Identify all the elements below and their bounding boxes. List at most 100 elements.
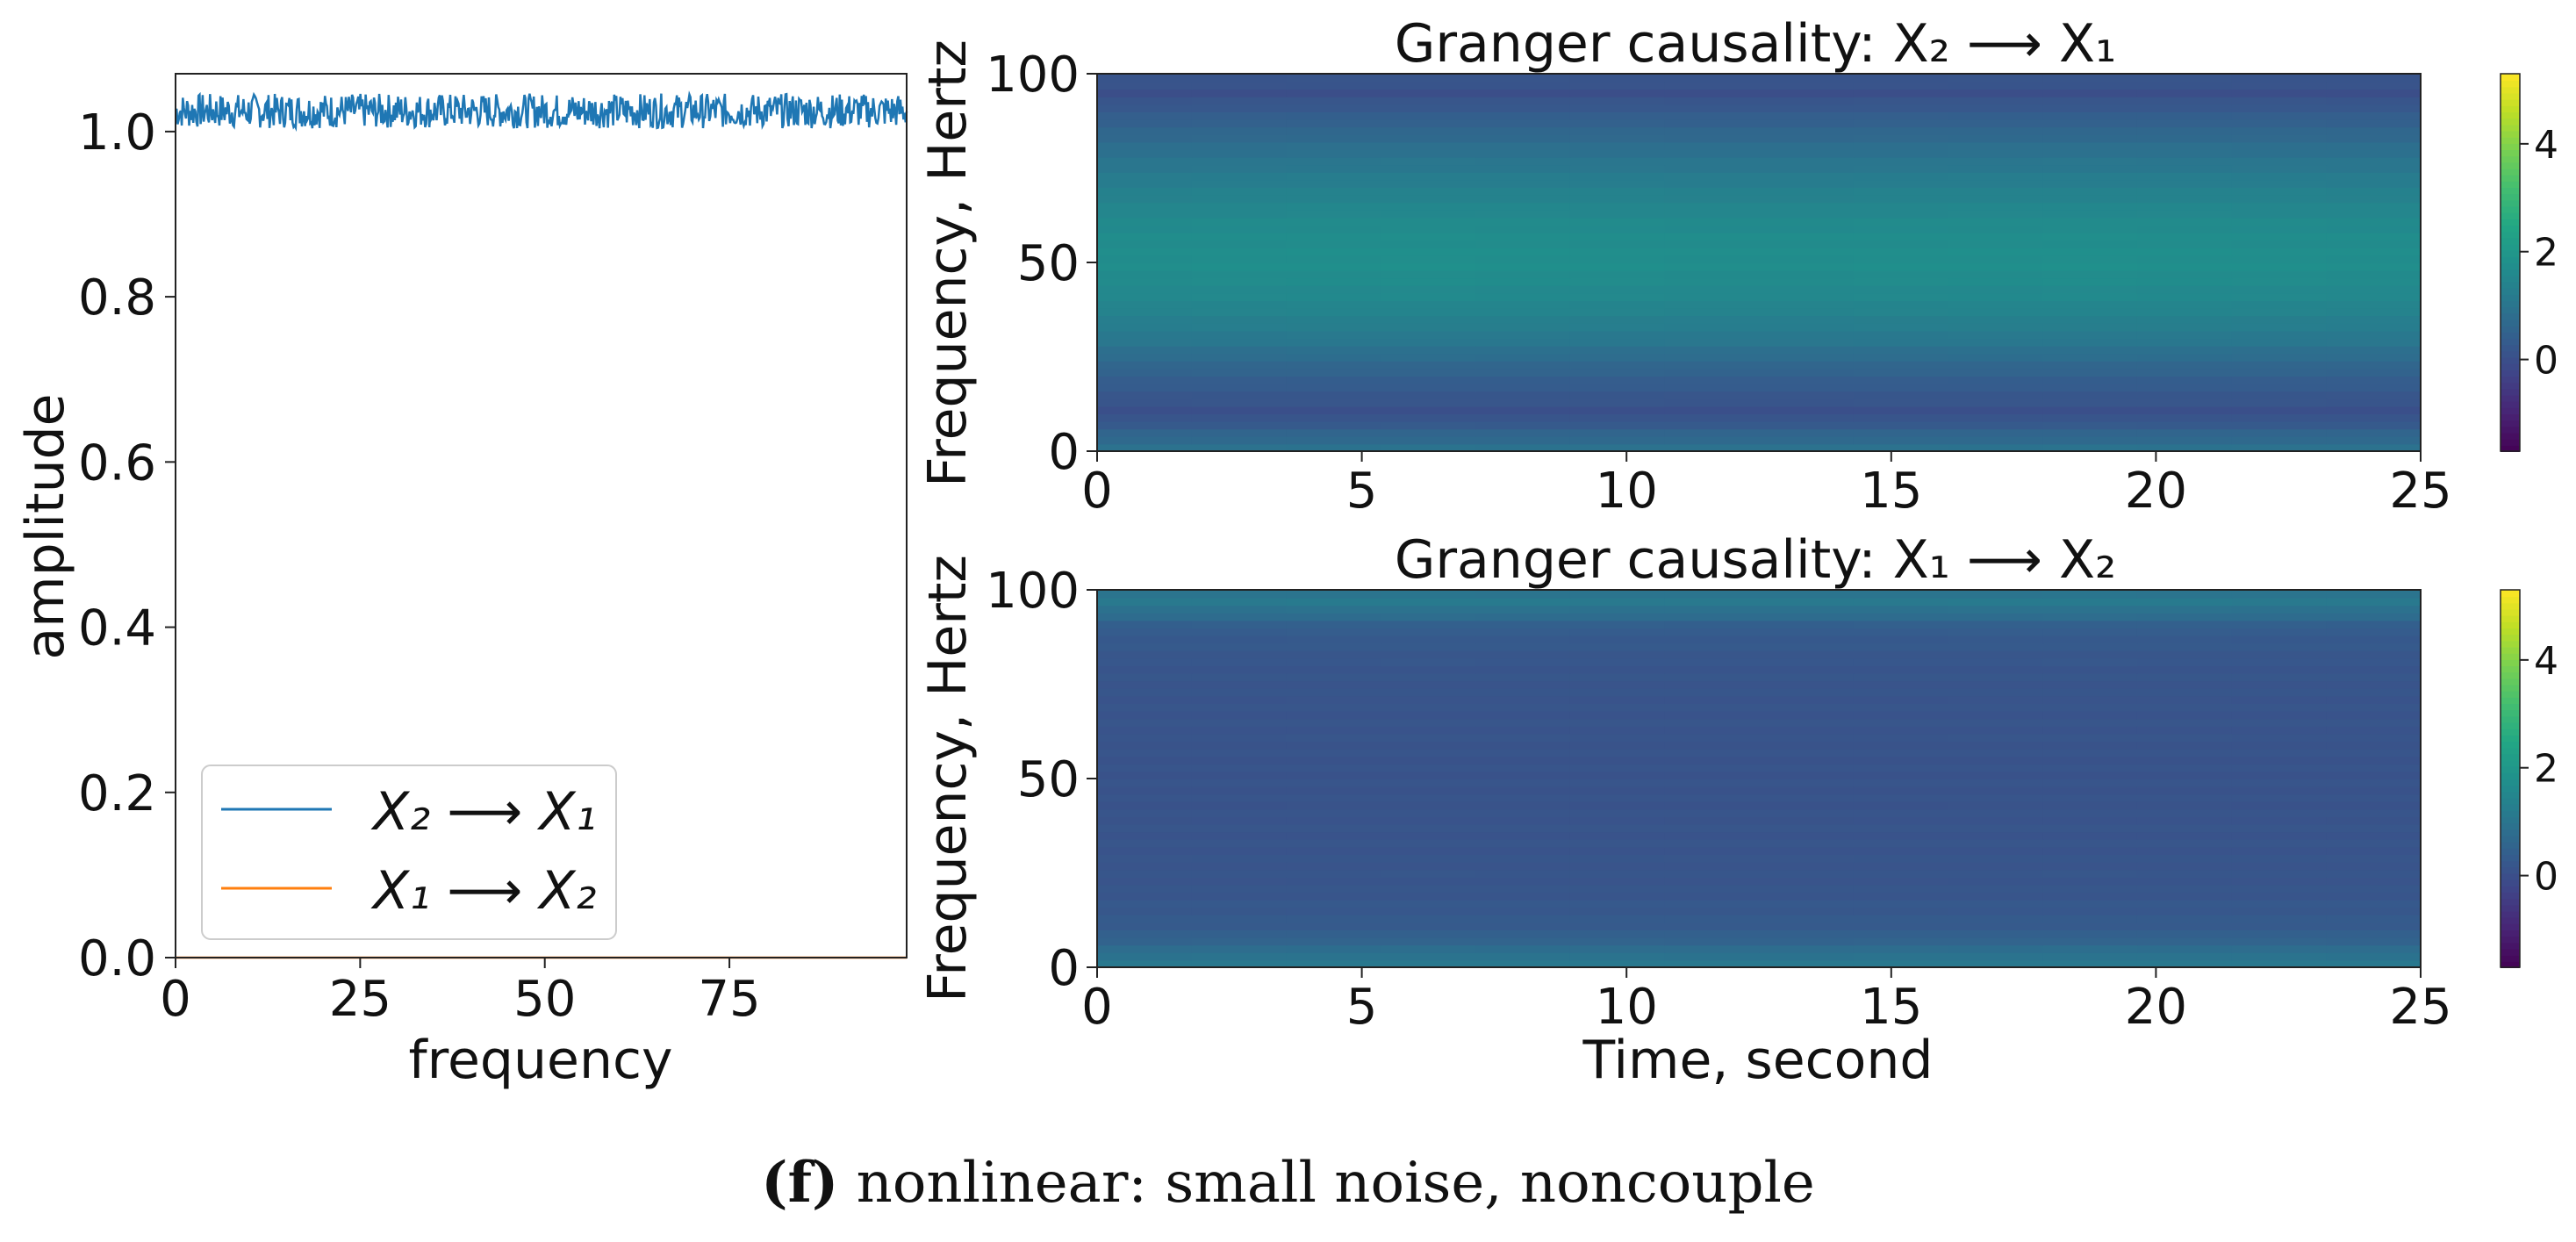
heatmap-cell: [1664, 81, 1760, 90]
heatmap-cell: [1475, 111, 1571, 120]
heatmap-cell: [1948, 89, 2044, 97]
colorbar-swatch: [2501, 413, 2520, 421]
heatmap-cell: [1664, 217, 1760, 226]
heatmap-cell: [2231, 748, 2328, 757]
heatmap-cell: [1475, 959, 1571, 968]
heatmap-cell: [1853, 800, 1949, 810]
heatmap-cell: [1948, 703, 2044, 712]
heatmap-cell: [2136, 353, 2233, 362]
colorbar-swatch: [2501, 262, 2520, 270]
heatmap-cell: [1097, 194, 1193, 204]
heatmap-cell: [1569, 733, 1666, 742]
heatmap-cell: [1569, 748, 1666, 757]
heatmap-cell: [1191, 620, 1288, 628]
heatmap-cell: [1097, 876, 1193, 886]
heatmap-cell: [1759, 937, 1855, 946]
heatmap-cell: [1759, 672, 1855, 682]
heatmap-cell: [1191, 628, 1288, 636]
heatmap-cell: [1191, 808, 1288, 817]
heatmap-cell: [1191, 643, 1288, 651]
heatmap-cell: [1664, 171, 1760, 181]
heatmap-cell: [1475, 665, 1571, 674]
heatmap-cell: [2136, 793, 2233, 802]
heatmap-cell: [1191, 892, 1288, 901]
heatmap-cell: [2326, 330, 2422, 339]
heatmap-cell: [2136, 786, 2233, 795]
heatmap-cell: [1475, 141, 1571, 150]
heatmap-cell: [1286, 300, 1382, 309]
heatmap-cell: [2326, 823, 2422, 833]
heatmap-cell: [2136, 262, 2233, 271]
heatmap-cell: [1759, 277, 1855, 286]
heatmap-cell: [1569, 383, 1666, 392]
heatmap-cell: [1475, 703, 1571, 712]
heatmap-cell: [1853, 831, 1949, 840]
heatmap-cell: [1286, 391, 1382, 399]
heatmap-cell: [1381, 81, 1476, 90]
heatmap-cell: [1286, 635, 1382, 644]
heatmap-cell: [1948, 383, 2044, 392]
colorbar-swatch: [2501, 822, 2520, 830]
heatmap-cell: [1664, 597, 1760, 607]
heatmap-cell: [1475, 179, 1571, 188]
heatmap-cell: [1853, 756, 1949, 765]
heatmap-cell: [1759, 846, 1855, 855]
heatmap-cell: [1286, 330, 1382, 339]
heatmap-cell: [1286, 665, 1382, 674]
heatmap-cell: [1191, 300, 1288, 309]
colorbar-swatch: [2501, 306, 2520, 314]
colorbar-swatch: [2501, 149, 2520, 157]
heatmap-cell: [2136, 914, 2233, 923]
heatmap-cell: [2136, 74, 2233, 83]
heatmap-cell: [1569, 284, 1666, 294]
heatmap-cell: [1191, 605, 1288, 614]
heatmap-cell: [2042, 937, 2138, 946]
heatmap-cell: [1664, 922, 1760, 930]
heatmap-cell: [1948, 695, 2044, 704]
heatmap-cell: [1759, 756, 1855, 765]
heatmap-cell: [1759, 907, 1855, 915]
heatmap-cell: [1286, 800, 1382, 810]
heatmap-cell: [1948, 937, 2044, 946]
heatmap-cell: [1381, 74, 1476, 83]
heatmap-cell: [1381, 338, 1476, 347]
heatmap-cell: [2326, 612, 2422, 621]
x-tick-label: 0: [160, 971, 191, 1028]
heatmap-cell: [1569, 710, 1666, 720]
heatmap-cell: [1097, 846, 1193, 855]
heatmap-cell: [2326, 118, 2422, 128]
heatmap-cell: [2326, 907, 2422, 915]
heatmap-cell: [2231, 808, 2328, 817]
heatmap-cell: [1191, 360, 1288, 370]
heatmap-cell: [1853, 262, 1949, 271]
heatmap-cell: [1853, 194, 1949, 204]
heatmap-cell: [1948, 756, 2044, 765]
heatmap-cell: [1948, 225, 2044, 233]
heatmap-cell: [1759, 398, 1855, 407]
heatmap-title-bottom: Granger causality: X₁ ⟶ X₂: [1395, 529, 2116, 591]
heatmap-cell: [2042, 944, 2138, 953]
heatmap-cell: [1097, 164, 1193, 173]
heatmap-cell: [1286, 443, 1382, 452]
heatmap-cell: [1948, 590, 2044, 599]
heatmap-cell: [1664, 590, 1760, 599]
heatmap-cell: [1948, 179, 2044, 188]
colorbar-swatch: [2501, 728, 2520, 736]
heatmap-cell: [1191, 406, 1288, 414]
heatmap-cell: [1759, 680, 1855, 689]
heatmap-cell: [1475, 368, 1571, 377]
colorbar-swatch: [2501, 791, 2520, 799]
heatmap-cell: [1664, 914, 1760, 923]
heatmap-cell: [2136, 217, 2233, 226]
heatmap-cell: [1948, 111, 2044, 120]
heatmap-cell: [1759, 695, 1855, 704]
heatmap-cell: [2042, 914, 2138, 923]
heatmap-cell: [2042, 149, 2138, 158]
heatmap-cell: [1569, 771, 1666, 779]
heatmap-cell: [1948, 443, 2044, 452]
heatmap-cell: [1853, 892, 1949, 901]
colorbar-swatch: [2501, 765, 2520, 773]
colorbar-swatch: [2501, 948, 2520, 956]
colorbar: 024: [2500, 73, 2558, 452]
